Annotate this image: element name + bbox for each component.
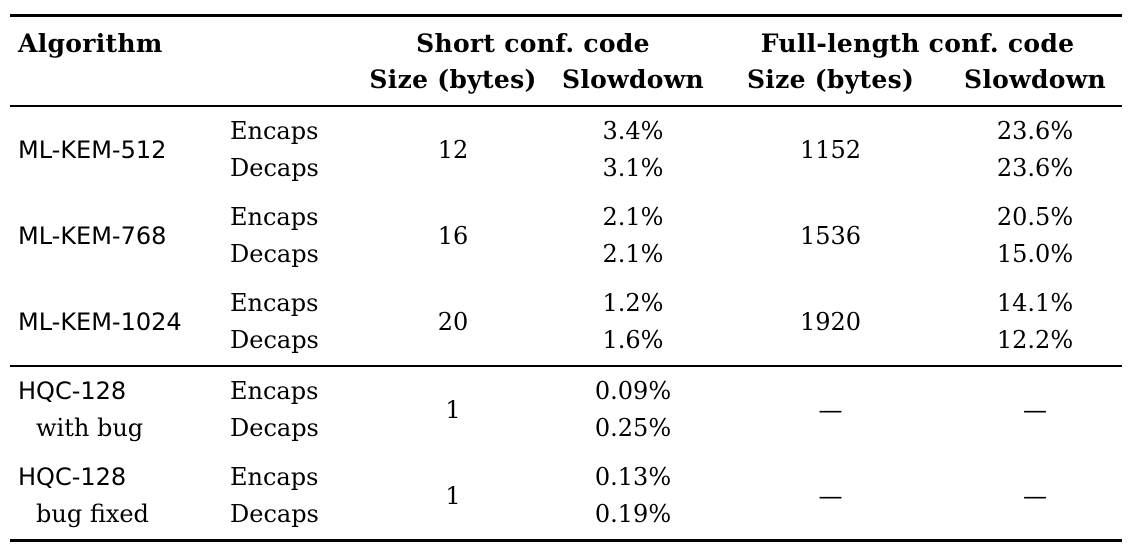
short-slowdown-cell: 3.4% 3.1% (553, 106, 713, 193)
full-slowdown-cell: 23.6% 23.6% (948, 106, 1122, 193)
algorithm-name: HQC-128 (18, 377, 127, 405)
full-size-cell: 1536 (713, 193, 948, 279)
operation-decaps-label: Decaps (230, 326, 319, 354)
full-slowdown-dash: — (1023, 395, 1048, 424)
benchmark-table: Algorithm Short conf. code Full-length c… (10, 14, 1123, 542)
short-slowdown-encaps: 2.1% (602, 203, 664, 231)
short-slowdown-decaps: 3.1% (602, 154, 664, 182)
full-slowdown-encaps: 14.1% (996, 289, 1074, 317)
table-row-ml-kem-512: ML-KEM-512 Encaps Decaps 12 3.4% 3.1% 11… (10, 106, 1122, 193)
full-size-value: 1920 (799, 307, 862, 336)
full-slowdown-cell: — (948, 365, 1123, 453)
column-header-short-size: Size (bytes) (369, 65, 537, 94)
column-header-full-slowdown: Slowdown (964, 65, 1107, 94)
full-size-dash: — (818, 395, 843, 424)
algorithm-subname: with bug (36, 414, 144, 442)
algorithm-name: ML-KEM-1024 (18, 307, 182, 336)
operation-encaps-label: Encaps (230, 463, 319, 491)
short-size-cell: 16 (353, 193, 553, 279)
operation-cell: Encaps Decaps (230, 279, 353, 366)
algorithm-name: HQC-128 (18, 463, 127, 491)
short-slowdown-encaps: 0.13% (594, 463, 672, 491)
full-size-cell: — (713, 365, 949, 453)
column-group-full-length-conf-code: Full-length conf. code (760, 29, 1075, 58)
short-slowdown-cell: 2.1% 2.1% (553, 193, 713, 279)
short-size-cell: 12 (353, 106, 553, 193)
operation-decaps-label: Decaps (230, 240, 319, 268)
short-slowdown-encaps: 3.4% (602, 117, 664, 145)
algorithm-name: ML-KEM-768 (18, 221, 167, 250)
short-slowdown-decaps: 0.19% (594, 500, 672, 528)
operation-encaps-label: Encaps (230, 117, 319, 145)
short-size-value: 16 (437, 221, 469, 250)
header-sub-row: Size (bytes) Slowdown Size (bytes) Slowd… (10, 62, 1122, 106)
full-slowdown-encaps: 20.5% (996, 203, 1074, 231)
short-slowdown-decaps: 1.6% (602, 326, 664, 354)
table-body: ML-KEM-512 Encaps Decaps 12 3.4% 3.1% 11… (10, 106, 1123, 541)
algorithm-cell: HQC-128 with bug (10, 365, 230, 453)
full-slowdown-decaps: 12.2% (996, 326, 1074, 354)
table-header: Algorithm Short conf. code Full-length c… (10, 16, 1123, 106)
full-slowdown-decaps: 23.6% (996, 154, 1074, 182)
operation-encaps-label: Encaps (230, 289, 319, 317)
short-size-value: 12 (437, 135, 469, 164)
full-size-value: 1536 (799, 221, 862, 250)
full-slowdown-decaps: 15.0% (996, 240, 1074, 268)
short-size-value: 20 (437, 307, 469, 336)
operation-encaps-label: Encaps (230, 377, 319, 405)
short-slowdown-cell: 0.13% 0.19% (553, 453, 713, 541)
column-header-operation-spacer (230, 16, 353, 107)
algorithm-cell: ML-KEM-512 (10, 106, 230, 193)
header-group-row: Algorithm Short conf. code Full-length c… (10, 16, 1122, 63)
operation-cell: Encaps Decaps (230, 453, 353, 541)
short-slowdown-encaps: 0.09% (594, 377, 672, 405)
operation-decaps-label: Decaps (230, 500, 319, 528)
short-slowdown-decaps: 2.1% (602, 240, 664, 268)
table-row-ml-kem-768: ML-KEM-768 Encaps Decaps 16 2.1% 2.1% 15… (10, 193, 1122, 279)
operation-decaps-label: Decaps (230, 414, 319, 442)
full-size-cell: 1152 (713, 106, 948, 193)
short-size-value: 1 (445, 395, 461, 424)
full-size-cell: 1920 (713, 279, 948, 366)
full-slowdown-cell: — (948, 453, 1122, 541)
full-slowdown-dash: — (1023, 481, 1048, 510)
short-slowdown-cell: 1.2% 1.6% (553, 279, 713, 366)
full-slowdown-cell: 14.1% 12.2% (948, 279, 1122, 366)
algorithm-cell: ML-KEM-1024 (10, 279, 230, 366)
full-size-dash: — (818, 481, 843, 510)
operation-decaps-label: Decaps (230, 154, 319, 182)
short-size-cell: 20 (353, 279, 553, 366)
column-header-algorithm: Algorithm (18, 29, 163, 58)
short-slowdown-cell: 0.09% 0.25% (553, 365, 714, 453)
short-slowdown-decaps: 0.25% (594, 414, 672, 442)
column-header-short-slowdown: Slowdown (562, 65, 704, 94)
algorithm-subname: bug fixed (36, 500, 149, 528)
column-header-full-size: Size (bytes) (746, 65, 915, 94)
algorithm-name: ML-KEM-512 (18, 135, 167, 164)
algorithm-cell: ML-KEM-768 (10, 193, 230, 279)
full-size-value: 1152 (799, 135, 862, 164)
full-slowdown-encaps: 23.6% (996, 117, 1074, 145)
operation-cell: Encaps Decaps (230, 106, 353, 193)
operation-encaps-label: Encaps (230, 203, 319, 231)
column-group-short-conf-code: Short conf. code (416, 29, 650, 58)
short-size-cell: 1 (353, 453, 553, 541)
full-size-cell: — (713, 453, 948, 541)
operation-cell: Encaps Decaps (230, 365, 353, 453)
table-row-ml-kem-1024: ML-KEM-1024 Encaps Decaps 20 1.2% 1.6% 1… (10, 279, 1122, 366)
full-slowdown-cell: 20.5% 15.0% (948, 193, 1122, 279)
table-row-hqc-128-with-bug: HQC-128 with bug Encaps Decaps 1 0.09% 0… (10, 365, 1123, 453)
algorithm-cell: HQC-128 bug fixed (10, 453, 230, 541)
operation-cell: Encaps Decaps (230, 193, 353, 279)
short-slowdown-encaps: 1.2% (602, 289, 664, 317)
short-size-cell: 1 (353, 365, 553, 453)
table-row-hqc-128-bug-fixed: HQC-128 bug fixed Encaps Decaps 1 0.13% … (10, 453, 1122, 541)
short-size-value: 1 (445, 481, 461, 510)
